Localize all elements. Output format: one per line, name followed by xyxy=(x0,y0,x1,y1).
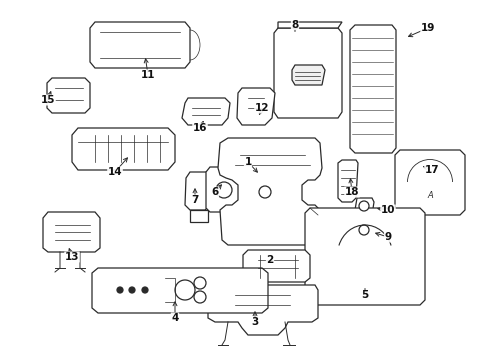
Circle shape xyxy=(259,186,270,198)
Text: 2: 2 xyxy=(266,255,273,265)
Polygon shape xyxy=(184,172,212,210)
Polygon shape xyxy=(394,150,464,215)
Circle shape xyxy=(175,280,195,300)
Polygon shape xyxy=(273,28,341,118)
Text: 8: 8 xyxy=(291,20,298,30)
Circle shape xyxy=(216,182,231,198)
Text: 16: 16 xyxy=(192,123,207,133)
Polygon shape xyxy=(354,222,373,238)
Text: 15: 15 xyxy=(41,95,55,105)
Text: 5: 5 xyxy=(361,290,368,300)
Polygon shape xyxy=(43,212,100,252)
Polygon shape xyxy=(305,208,424,305)
Polygon shape xyxy=(291,65,325,85)
Polygon shape xyxy=(243,250,309,282)
Polygon shape xyxy=(205,167,242,212)
Text: 7: 7 xyxy=(191,195,198,205)
Circle shape xyxy=(194,277,205,289)
Polygon shape xyxy=(72,128,175,170)
Text: 4: 4 xyxy=(171,313,178,323)
Text: 17: 17 xyxy=(424,165,438,175)
Polygon shape xyxy=(90,22,190,68)
Circle shape xyxy=(129,287,135,293)
Circle shape xyxy=(358,225,368,235)
Text: 11: 11 xyxy=(141,70,155,80)
Text: 18: 18 xyxy=(344,187,359,197)
Circle shape xyxy=(142,287,148,293)
Text: 13: 13 xyxy=(64,252,79,262)
Polygon shape xyxy=(337,160,357,202)
Text: A: A xyxy=(426,190,432,199)
Text: 9: 9 xyxy=(384,232,391,242)
Circle shape xyxy=(358,201,368,211)
Text: 6: 6 xyxy=(211,187,218,197)
Polygon shape xyxy=(237,88,274,125)
Circle shape xyxy=(117,287,123,293)
Text: 19: 19 xyxy=(420,23,434,33)
Text: 3: 3 xyxy=(251,317,258,327)
Text: 10: 10 xyxy=(380,205,394,215)
Polygon shape xyxy=(354,198,373,215)
Polygon shape xyxy=(92,268,267,313)
Polygon shape xyxy=(190,210,207,222)
Polygon shape xyxy=(349,25,395,153)
Polygon shape xyxy=(207,285,317,335)
Text: 14: 14 xyxy=(107,167,122,177)
Polygon shape xyxy=(182,98,229,125)
Polygon shape xyxy=(218,138,321,245)
Polygon shape xyxy=(47,78,90,113)
Circle shape xyxy=(194,291,205,303)
Polygon shape xyxy=(278,22,341,28)
Text: 1: 1 xyxy=(244,157,251,167)
Text: 12: 12 xyxy=(254,103,269,113)
